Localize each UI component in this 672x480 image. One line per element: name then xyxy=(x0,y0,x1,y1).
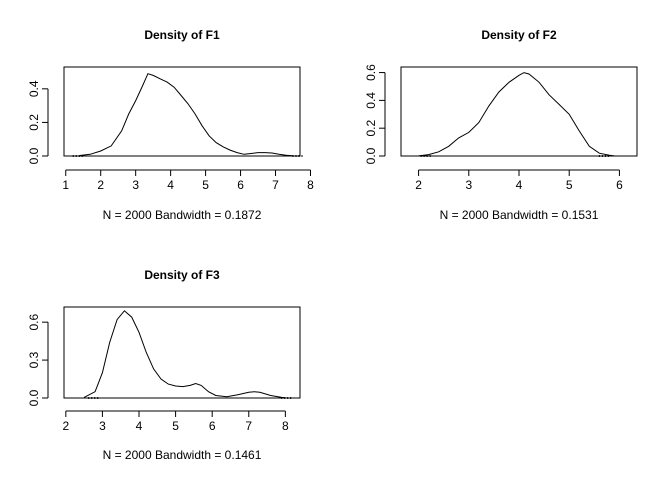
density-line xyxy=(418,72,615,157)
x-tick-label: 8 xyxy=(307,178,314,192)
y-tick-label: 0.6 xyxy=(364,64,378,81)
x-axis-label: N = 2000 Bandwidth = 0.1461 xyxy=(103,448,262,462)
x-tick-label: 3 xyxy=(99,419,106,433)
chart-title: Density of F2 xyxy=(481,28,557,42)
chart-title: Density of F1 xyxy=(144,28,220,42)
y-tick-label: 0.0 xyxy=(27,389,41,406)
y-tick-label: 0.4 xyxy=(27,80,41,97)
y-tick-label: 0.3 xyxy=(27,351,41,368)
plot-frame xyxy=(400,66,638,157)
plot-marks: 2 3 4 5 6 0.0 0.2 0.4 0.6 xyxy=(364,64,623,192)
x-tick-label: 6 xyxy=(209,419,216,433)
y-tick-label: 0.6 xyxy=(27,314,41,331)
density-line xyxy=(79,73,294,157)
panel-f1: Density of F1 1 2 3 4 5 6 7 8 0.0 0.2 0.4 N = 2000… xyxy=(27,28,314,222)
x-tick-label: 5 xyxy=(566,178,573,192)
x-tick-label: 4 xyxy=(516,178,523,192)
plot-frame xyxy=(63,66,301,157)
x-tick-label: 3 xyxy=(132,178,139,192)
x-tick-label: 7 xyxy=(272,178,279,192)
x-tick-label: 4 xyxy=(136,419,143,433)
x-tick-label: 7 xyxy=(245,419,252,433)
plot-frame xyxy=(63,306,301,399)
x-tick-label: 3 xyxy=(465,178,472,192)
density-line xyxy=(83,310,286,399)
x-tick-label: 2 xyxy=(415,178,422,192)
x-tick-label: 2 xyxy=(97,178,104,192)
y-tick-label: 0.0 xyxy=(364,147,378,164)
y-tick-label: 0.2 xyxy=(27,114,41,131)
x-axis-label: N = 2000 Bandwidth = 0.1872 xyxy=(103,208,262,222)
plot-marks: 1 2 3 4 5 6 7 8 0.0 0.2 0.4 xyxy=(27,73,314,192)
chart-title: Density of F3 xyxy=(144,268,220,282)
y-tick-label: 0.4 xyxy=(364,92,378,109)
x-axis-label: N = 2000 Bandwidth = 0.1531 xyxy=(440,208,599,222)
y-tick-label: 0.0 xyxy=(27,147,41,164)
panel-f2: Density of F2 2 3 4 5 6 0.0 0.2 0.4 0.6 N = 2000… xyxy=(364,28,638,222)
x-tick-label: 2 xyxy=(62,419,69,433)
x-tick-label: 5 xyxy=(172,419,179,433)
x-tick-label: 5 xyxy=(202,178,209,192)
x-tick-label: 1 xyxy=(62,178,69,192)
x-tick-label: 8 xyxy=(282,419,289,433)
x-tick-label: 6 xyxy=(237,178,244,192)
panel-f3: Density of F3 2 3 4 5 6 7 8 0.0 0.3 0.6 N = 2000 … xyxy=(27,268,301,462)
x-tick-label: 4 xyxy=(167,178,174,192)
x-tick-label: 6 xyxy=(616,178,623,192)
y-tick-label: 0.2 xyxy=(364,120,378,137)
plot-marks: 2 3 4 5 6 7 8 0.0 0.3 0.6 xyxy=(27,310,292,433)
